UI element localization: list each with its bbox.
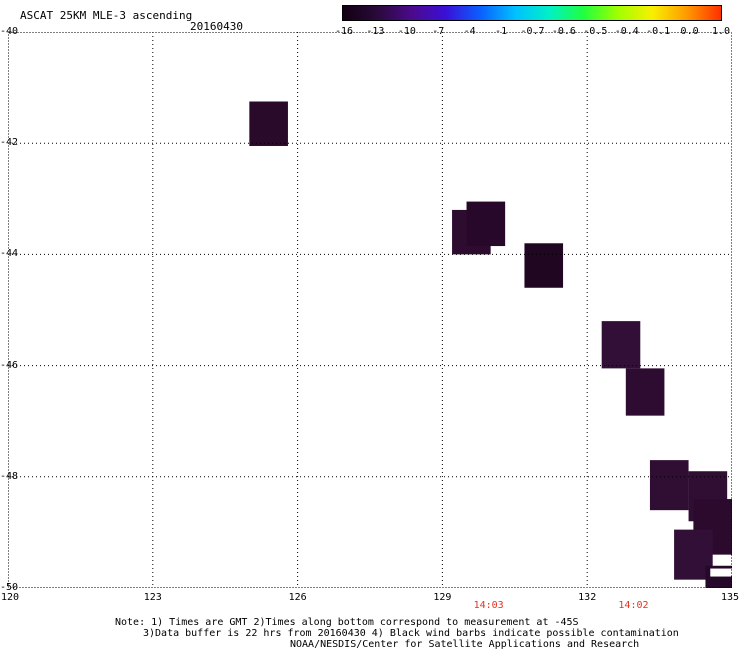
latitude-label: -40 (0, 26, 19, 37)
footer-note-line1: Note: 1) Times are GMT 2)Times along bot… (115, 617, 579, 628)
measurement-time-label: 14:03 (473, 600, 504, 611)
latitude-label: -50 (0, 582, 19, 593)
color-scale-tick-label: 0.0 (680, 26, 699, 37)
product-title: ASCAT 25KM MLE-3 ascending (20, 9, 193, 22)
product-date: 20160430 (190, 20, 243, 33)
color-scale-tick-label: -0.4 (614, 26, 639, 37)
color-scale-tick-label: -0.1 (646, 26, 671, 37)
plot-frame (8, 32, 732, 588)
longitude-label: 123 (143, 592, 162, 603)
longitude-label: 120 (0, 592, 20, 603)
color-scale-tick-label: -0.5 (583, 26, 608, 37)
color-scale-tick-label: 1.0 (711, 26, 731, 37)
wind-data-cell (601, 321, 641, 369)
wind-data-cell (466, 201, 506, 247)
missing-data-gap (710, 568, 732, 577)
footer-note-line2: 3)Data buffer is 22 hrs from 20160430 4)… (143, 628, 679, 639)
footer-credit: NOAA/NESDIS/Center for Satellite Applica… (290, 639, 640, 650)
wind-data-cell (649, 460, 689, 511)
color-scale-tick-label: -1 (495, 26, 508, 37)
longitude-label: 126 (288, 592, 307, 603)
color-scale-tick-label: -16 (334, 26, 354, 37)
latitude-label: -44 (0, 248, 19, 260)
color-scale-tick-label: -0.7 (520, 26, 545, 37)
wind-data-cell (249, 101, 288, 146)
color-scale-tick-label: -0.6 (551, 26, 576, 37)
color-scale-tick-label: -4 (463, 26, 476, 37)
longitude-label: 132 (578, 592, 597, 603)
wind-data-cell (524, 243, 564, 288)
color-scale-tick-label: -13 (366, 26, 385, 37)
wind-data-cell (625, 368, 665, 416)
longitude-label: 135 (720, 592, 740, 603)
color-scale-tick-label: -7 (432, 26, 445, 37)
map-plot (8, 32, 732, 588)
latitude-label: -46 (0, 359, 19, 371)
color-scale-bar (342, 5, 722, 21)
color-scale-tick-label: -10 (397, 26, 416, 37)
latitude-label: -48 (0, 470, 19, 482)
longitude-label: 129 (433, 592, 452, 603)
latitude-label: -42 (0, 137, 19, 149)
measurement-time-label: 14:02 (618, 600, 649, 611)
